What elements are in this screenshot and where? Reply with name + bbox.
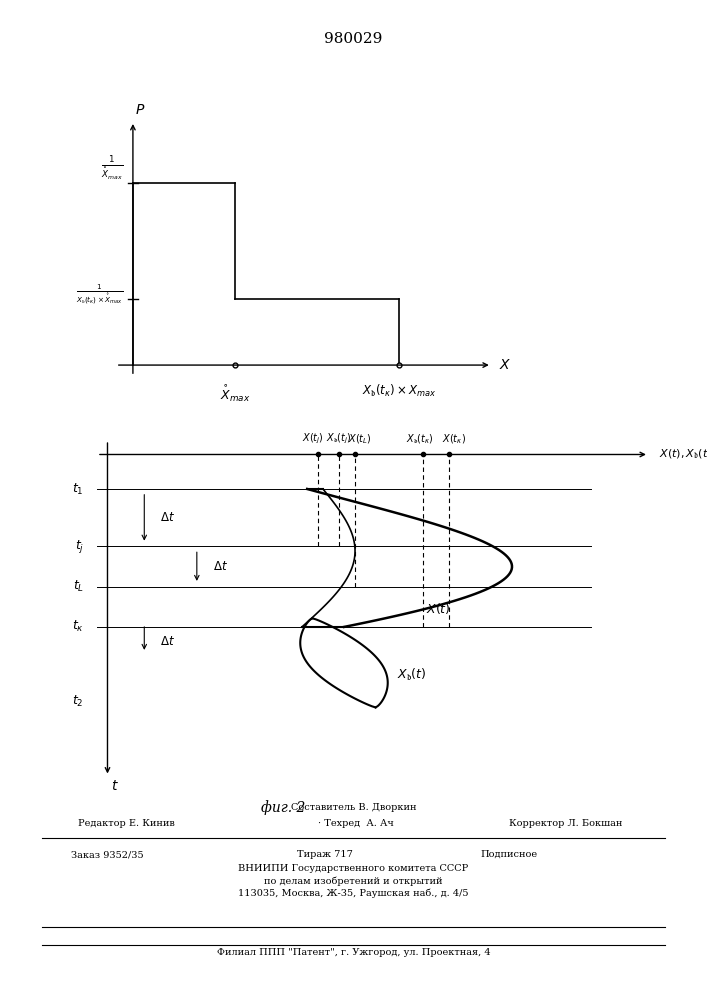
Text: $t$: $t$: [112, 779, 119, 793]
Text: Заказ 9352/35: Заказ 9352/35: [71, 850, 144, 859]
Text: 980029: 980029: [325, 32, 382, 46]
Text: $t_2$: $t_2$: [72, 694, 84, 709]
Text: 113035, Москва, Ж-35, Раушская наб., д. 4/5: 113035, Москва, Ж-35, Раушская наб., д. …: [238, 888, 469, 898]
Text: $X_{\mathfrak{d}}(t_j)$: $X_{\mathfrak{d}}(t_j)$: [326, 431, 351, 446]
Text: фиг. 2: фиг. 2: [261, 800, 305, 815]
Text: · Техред  А. Ач: · Техред А. Ач: [318, 819, 394, 828]
Text: $t_j$: $t_j$: [74, 538, 84, 555]
Text: $\Delta t$: $\Delta t$: [213, 560, 228, 573]
Text: $X(t)$: $X(t)$: [426, 601, 451, 616]
Text: Редактор Е. Кинив: Редактор Е. Кинив: [78, 819, 175, 828]
Text: Филиал ППП "Патент", г. Ужгород, ул. Проектная, 4: Филиал ППП "Патент", г. Ужгород, ул. Про…: [216, 948, 491, 957]
Text: $X$: $X$: [498, 358, 511, 372]
Text: $X(t_{\kappa})$: $X(t_{\kappa})$: [443, 432, 467, 446]
Text: $X_{\mathfrak{d}}(t_{\kappa}) \times X_{max}$: $X_{\mathfrak{d}}(t_{\kappa}) \times X_{…: [362, 383, 437, 399]
Text: $X(t_j)$: $X(t_j)$: [301, 431, 323, 446]
Text: $\overset{\circ}{X}_{max}$: $\overset{\circ}{X}_{max}$: [221, 383, 250, 404]
Text: $\frac{1}{\overset{\circ}{X}_{max}}$: $\frac{1}{\overset{\circ}{X}_{max}}$: [100, 154, 123, 182]
Text: $\Delta t$: $\Delta t$: [160, 635, 175, 648]
Text: $X(t_L)$: $X(t_L)$: [348, 432, 372, 446]
Text: Тираж 717: Тираж 717: [297, 850, 353, 859]
Text: Подписное: Подписное: [481, 850, 538, 859]
Text: $X_{\mathfrak{d}}(t_{\kappa})$: $X_{\mathfrak{d}}(t_{\kappa})$: [407, 432, 434, 446]
Text: $t_L$: $t_L$: [73, 579, 84, 594]
Text: $t_{\kappa}$: $t_{\kappa}$: [72, 619, 84, 634]
Text: Составитель В. Дворкин: Составитель В. Дворкин: [291, 803, 416, 812]
Text: ВНИИПИ Государственного комитета СССР: ВНИИПИ Государственного комитета СССР: [238, 864, 469, 873]
Text: по делам изобретений и открытий: по делам изобретений и открытий: [264, 876, 443, 886]
Text: $X(t), X_{\mathfrak{d}}(t)$: $X(t), X_{\mathfrak{d}}(t)$: [660, 448, 707, 461]
Text: $\Delta t$: $\Delta t$: [160, 511, 175, 524]
Text: $t_1$: $t_1$: [72, 481, 84, 497]
Text: $P$: $P$: [134, 103, 145, 117]
Text: Корректор Л. Бокшан: Корректор Л. Бокшан: [509, 819, 622, 828]
Text: $X_{\mathfrak{d}}(t)$: $X_{\mathfrak{d}}(t)$: [397, 667, 426, 683]
Text: $\frac{1}{X_{\mathfrak{d}}(t_{\kappa})\times\overset{\circ}{X}_{max}}$: $\frac{1}{X_{\mathfrak{d}}(t_{\kappa})\t…: [76, 282, 123, 306]
